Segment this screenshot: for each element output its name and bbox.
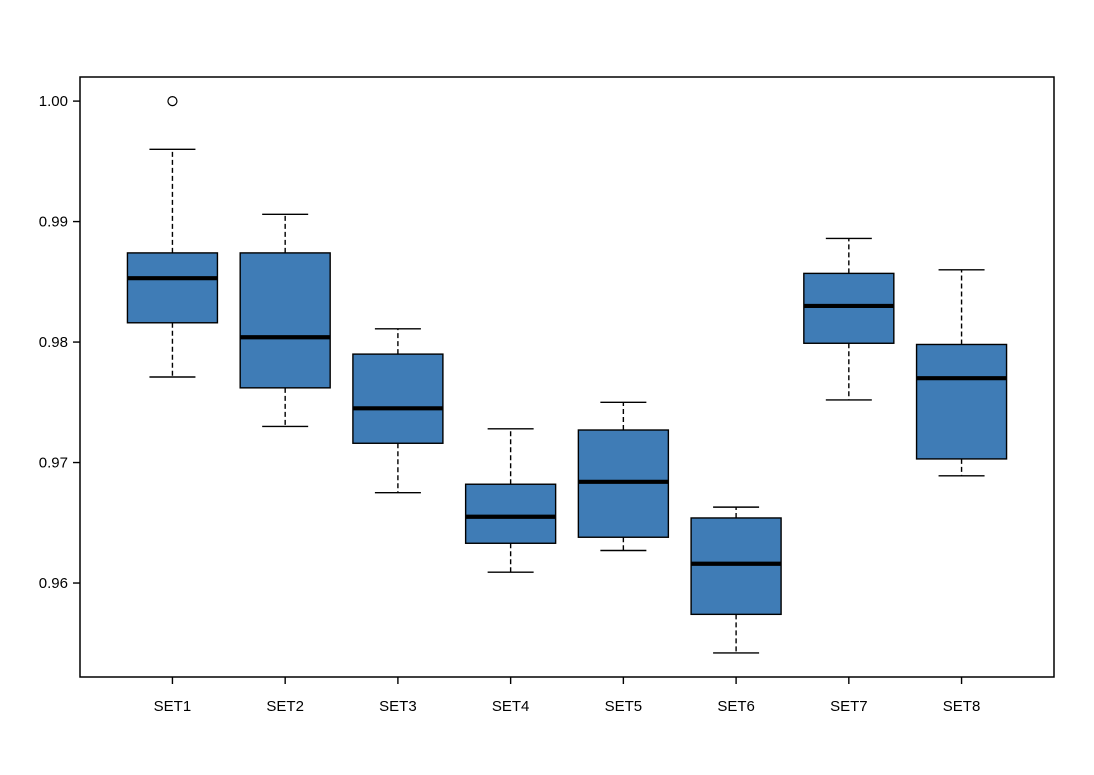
x-tick-label-set3: SET3	[379, 698, 417, 715]
x-tick-label-set7: SET7	[830, 698, 868, 715]
y-tick-label: 1.00	[39, 93, 68, 110]
box-set2	[239, 252, 331, 389]
x-tick-label-set4: SET4	[492, 698, 530, 715]
x-tick-label-set8: SET8	[943, 698, 981, 715]
x-tick-label-set2: SET2	[266, 698, 304, 715]
x-tick-label-set6: SET6	[717, 698, 755, 715]
box-set3	[352, 353, 444, 444]
box-set6	[690, 517, 782, 616]
y-tick-label: 0.96	[39, 575, 68, 592]
y-tick-label: 0.97	[39, 455, 68, 472]
box-set1	[126, 252, 219, 324]
x-tick-label-set1: SET1	[154, 698, 192, 715]
y-tick-label: 0.99	[39, 214, 68, 231]
box-set4	[464, 483, 557, 544]
box-set7	[803, 272, 895, 344]
plot-border	[79, 76, 1055, 678]
y-tick-label: 0.98	[39, 334, 68, 351]
outlier-set1	[167, 95, 178, 107]
x-tick-label-set5: SET5	[605, 698, 643, 715]
box-set8	[915, 343, 1008, 460]
